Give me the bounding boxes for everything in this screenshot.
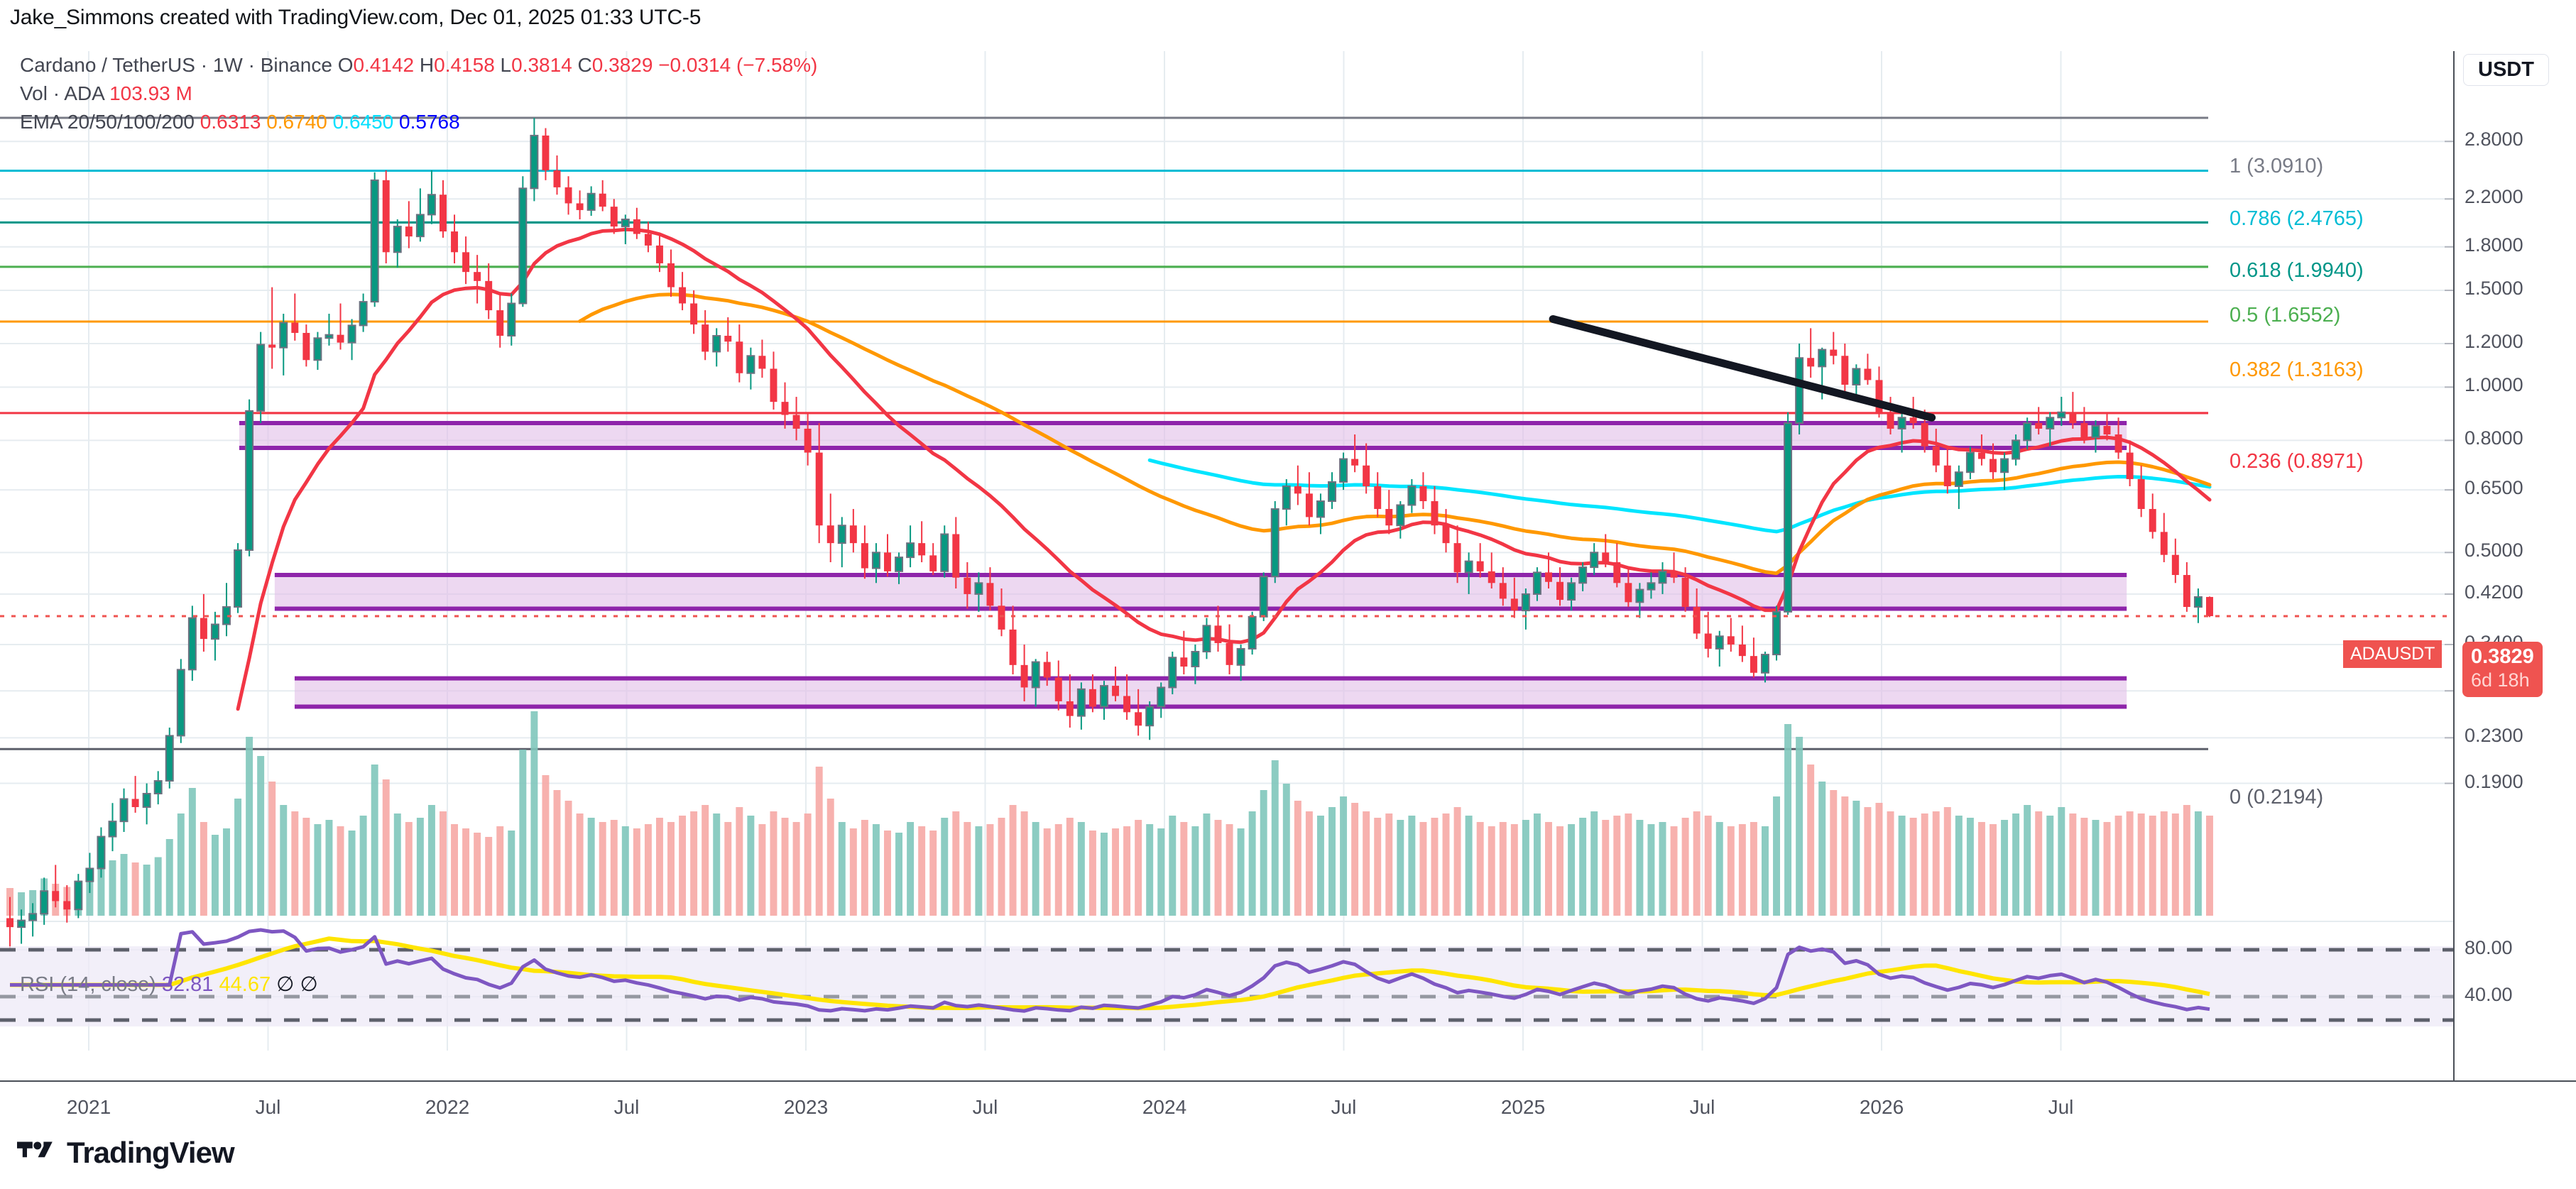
rsi-axis-tick: 40.00 [2465, 984, 2513, 1005]
fib-level-label-3: 0.5 (1.6552) [2230, 303, 2341, 327]
rsi-legend-lower-band: ∅ [300, 973, 318, 996]
legend-ema200-value: 0.5768 [399, 111, 460, 133]
legend-high-value: 0.4158 [434, 54, 495, 76]
chart-legend: Cardano / TetherUS · 1W · Binance O0.414… [20, 51, 817, 136]
fib-level-label-2: 0.618 (1.9940) [2230, 259, 2364, 283]
time-tick: Jul [2048, 1096, 2074, 1118]
currency-pill[interactable]: USDT [2463, 54, 2549, 86]
fib-level-label-0: 1 (3.0910) [2230, 154, 2324, 177]
time-tick: 2021 [66, 1096, 111, 1118]
tradingview-footer-logo: TradingView [17, 1136, 235, 1170]
legend-high-label: H [419, 54, 435, 76]
price-plot-area[interactable] [0, 51, 2453, 1080]
legend-ema-row[interactable]: EMA 20/50/100/200 0.6313 0.6740 0.6450 0… [20, 108, 817, 136]
legend-volume-label: Vol · ADA [20, 82, 104, 104]
rsi-legend-value: 32.81 [161, 973, 214, 996]
chart-frame: Cardano / TetherUS · 1W · Binance O0.414… [0, 51, 2576, 1136]
price-axis-tick: 0.8000 [2465, 427, 2523, 449]
fib-level-label-1: 0.786 (2.4765) [2230, 207, 2364, 231]
legend-ema50-value: 0.6740 [266, 111, 327, 133]
legend-open-value: 0.4142 [353, 54, 415, 76]
time-tick: Jul [613, 1096, 640, 1118]
rsi-legend-ma-value: 44.67 [219, 973, 271, 996]
tradingview-wordmark: TradingView [67, 1136, 235, 1169]
time-tick: 2022 [425, 1096, 470, 1118]
price-axis-tick: 2.2000 [2465, 186, 2523, 208]
rsi-legend[interactable]: RSI (14, close) 32.81 44.67 ∅ ∅ [20, 972, 318, 997]
price-axis-tick: 0.2300 [2465, 725, 2523, 747]
fib-level-label-5: 0.236 (0.8971) [2230, 449, 2364, 473]
legend-ema-label: EMA 20/50/100/200 [20, 111, 195, 133]
price-axis-tick: 0.6500 [2465, 477, 2523, 499]
legend-low-label: L [500, 54, 512, 76]
rsi-axis-tick: 80.00 [2465, 937, 2513, 958]
time-tick: Jul [1331, 1096, 1357, 1118]
price-axis[interactable]: USDT 2.8000 2.2000 1.8000 1.5000 1.2000 1.000… [2453, 51, 2576, 1080]
legend-ema20-value: 0.6313 [200, 111, 261, 133]
price-axis-tick: 0.5000 [2465, 539, 2523, 561]
time-tick: 2023 [783, 1096, 829, 1118]
price-axis-tick: 0.1900 [2465, 770, 2523, 792]
price-axis-tick: 1.8000 [2465, 234, 2523, 256]
last-price-badge[interactable]: 0.3829 6d 18h [2462, 642, 2543, 697]
fib-level-label-4: 0.382 (1.3163) [2230, 358, 2364, 381]
rsi-legend-upper-band: ∅ [276, 973, 295, 996]
time-tick: Jul [1689, 1096, 1715, 1118]
legend-close-value: 0.3829 [591, 54, 653, 76]
attribution-text: Jake_Simmons created with TradingView.co… [10, 6, 702, 29]
rsi-legend-label: RSI (14, close) [20, 973, 156, 996]
time-tick: 2026 [1859, 1096, 1904, 1118]
legend-low-value: 0.3814 [511, 54, 572, 76]
time-tick: 2025 [1500, 1096, 1546, 1118]
legend-volume-value: 103.93 M [109, 82, 192, 104]
time-tick: Jul [972, 1096, 998, 1118]
price-axis-tick: 1.2000 [2465, 331, 2523, 353]
price-axis-tick: 1.5000 [2465, 278, 2523, 300]
legend-volume-row[interactable]: Vol · ADA 103.93 M [20, 80, 817, 108]
price-axis-tick: 2.8000 [2465, 128, 2523, 150]
legend-close-label: C [577, 54, 592, 76]
time-tick: Jul [255, 1096, 281, 1118]
tradingview-logo-icon [17, 1141, 53, 1158]
legend-change-value: −0.0314 (−7.58%) [658, 54, 818, 76]
price-axis-tick: 1.0000 [2465, 374, 2523, 396]
ticker-badge: ADAUSDT [2343, 640, 2443, 668]
fib-level-label-6: 0 (0.2194) [2230, 786, 2324, 809]
bar-countdown: 6d 18h [2471, 669, 2530, 691]
legend-symbol-label: Cardano / TetherUS · 1W · Binance [20, 54, 332, 76]
price-axis-tick: 0.4200 [2465, 581, 2523, 603]
chart-canvas [0, 51, 2453, 1051]
last-price-value: 0.3829 [2471, 645, 2534, 668]
legend-ema100-value: 0.6450 [332, 111, 394, 133]
time-tick: 2024 [1142, 1096, 1187, 1118]
time-axis[interactable]: 2021 Jul 2022 Jul 2023 Jul 2024 Jul 2025 Jul 2026 J… [0, 1080, 2576, 1136]
legend-open-label: O [337, 54, 354, 76]
legend-symbol-row[interactable]: Cardano / TetherUS · 1W · Binance O0.414… [20, 51, 817, 80]
